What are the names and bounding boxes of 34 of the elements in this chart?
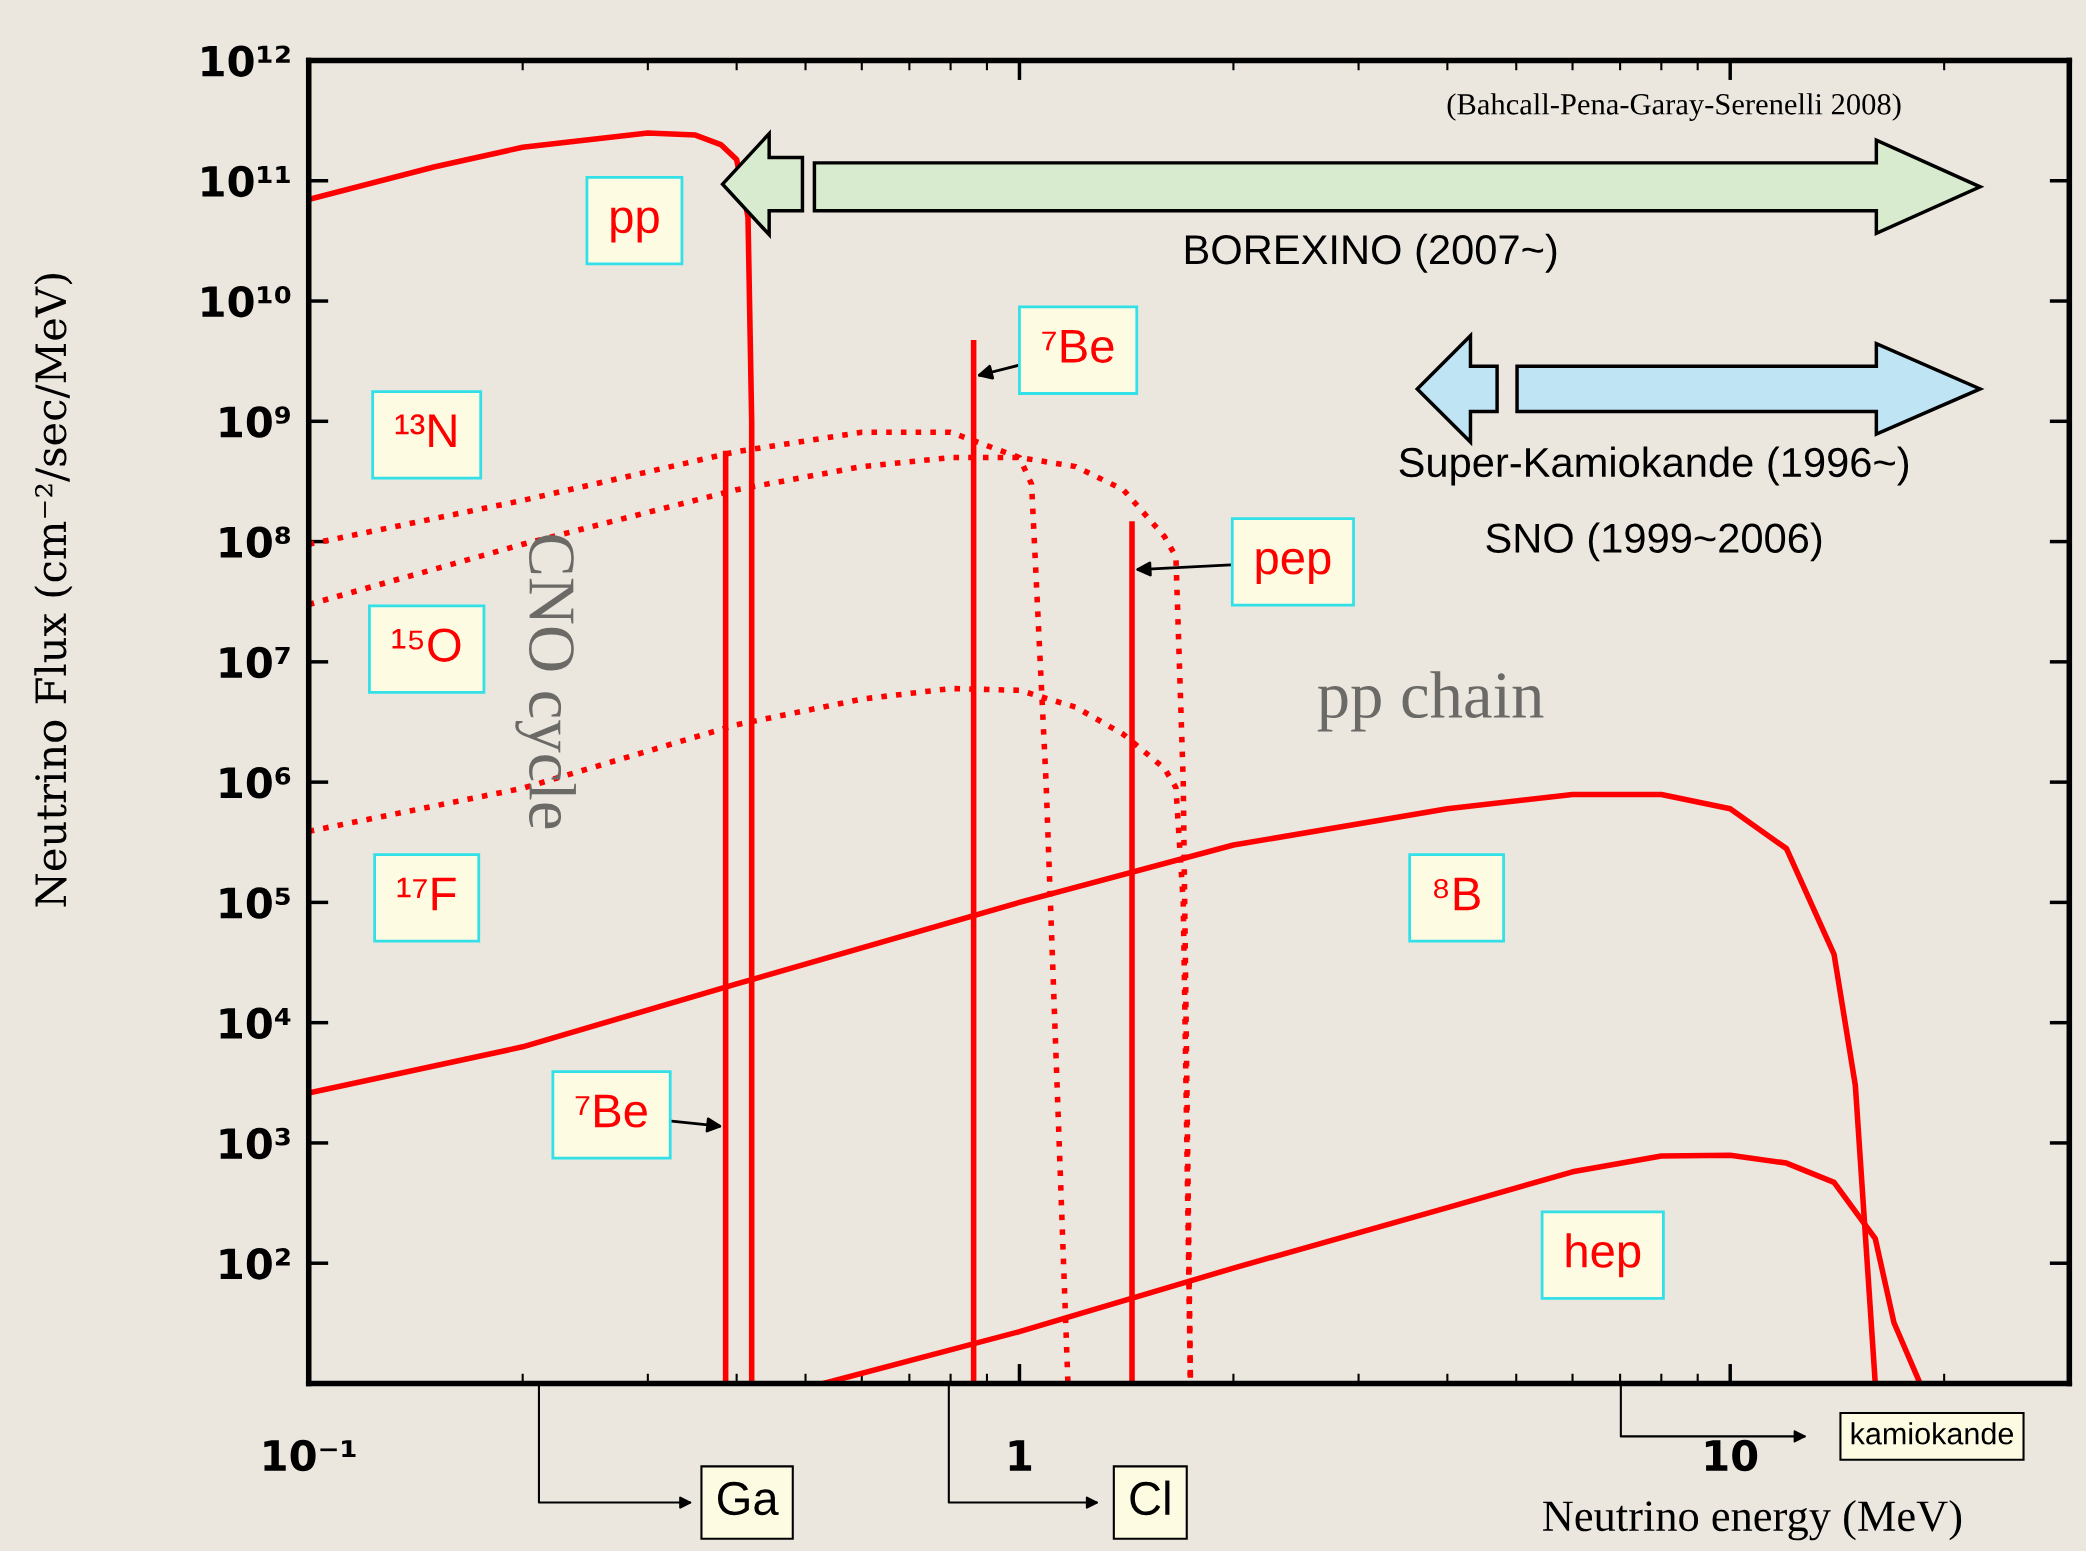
annotation: pp chain (1317, 671, 1544, 732)
series-label: pp (611, 207, 659, 243)
y-axis-title: Neutrino Flux (cm⁻²/sec/MeV) (34, 274, 73, 907)
y-tick-label: 10³ (220, 1127, 290, 1160)
y-tick-label: 10² (220, 1248, 290, 1280)
text: Ga (717, 1481, 779, 1516)
y-tick-label: 10¹⁰ (202, 285, 291, 318)
text: pep (1256, 548, 1331, 584)
y-tick-label: 10⁶ (220, 767, 291, 799)
annotation: CNO cycle (515, 535, 576, 829)
y-tick-label: 10¹² (202, 45, 290, 77)
series-label: ¹⁷F (397, 877, 456, 911)
y-tick-label: 10⁴ (220, 1007, 291, 1040)
x-tick-label: 10⁻¹ (264, 1439, 356, 1472)
annotation: Super-Kamiokande (1996~) (1399, 446, 1909, 486)
text: Cl (1130, 1480, 1170, 1516)
series-label: ¹⁵O (392, 628, 461, 662)
x-tick-label: 1 (1009, 1440, 1032, 1471)
text: kamiokande (1851, 1422, 2014, 1445)
annotation: (Bahcall-Pena-Garay-Serenelli 2008) (1447, 93, 1901, 121)
series-label: ⁷Be (575, 1094, 647, 1128)
y-tick-label: 10⁹ (220, 406, 290, 438)
annotation: SNO (1999~2006) (1486, 522, 1822, 562)
x-axis-title: Neutrino energy (MeV) (1543, 1499, 1962, 1541)
series-label: hep (1566, 1233, 1641, 1278)
x-tick-label: 10 (1705, 1439, 1758, 1472)
annotation: BOREXINO (2007~) (1185, 233, 1557, 273)
y-tick-label: 10⁷ (220, 646, 290, 679)
y-tick-label: 10⁸ (220, 526, 291, 558)
y-tick-label: 10¹¹ (202, 165, 290, 198)
y-tick-label: 10⁵ (220, 887, 290, 919)
series-label: ⁷Be (1042, 329, 1114, 363)
series-label: ⁸B (1434, 877, 1480, 911)
series-label: ¹³N (395, 414, 456, 448)
